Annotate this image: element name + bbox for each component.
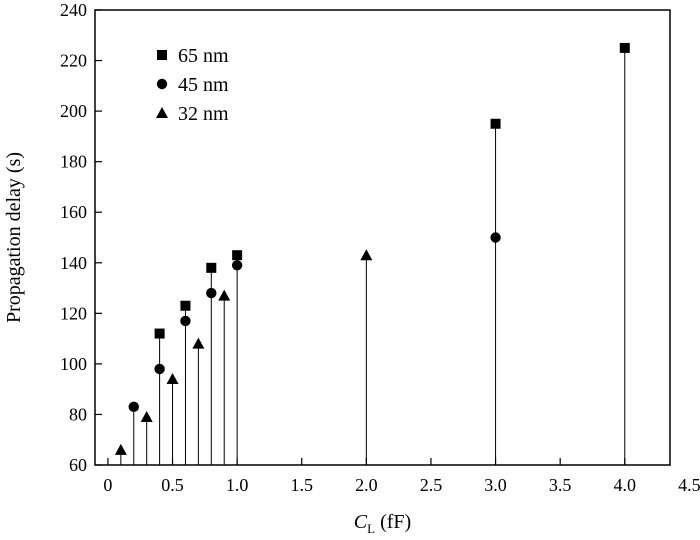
data-point-square xyxy=(154,328,165,339)
x-axis-title: CL (fF) xyxy=(354,511,411,536)
data-point-circle xyxy=(231,260,243,271)
data-point-circle xyxy=(154,363,165,375)
data-point-triangle xyxy=(218,289,231,301)
data-point-square xyxy=(619,42,630,53)
y-tick-label: 240 xyxy=(60,0,87,20)
data-point-triangle xyxy=(114,443,127,455)
y-tick-label: 60 xyxy=(69,455,87,475)
y-tick-label: 140 xyxy=(60,253,87,273)
legend-marker-circle xyxy=(156,78,168,90)
x-axis-title-unit: (fF) xyxy=(375,511,411,533)
stems xyxy=(120,47,626,465)
x-axis-title-symbol: C xyxy=(354,511,368,533)
markers xyxy=(114,42,630,455)
data-point-square xyxy=(206,262,217,273)
x-tick-label: 4.5 xyxy=(678,475,700,495)
x-tick-label: 3.0 xyxy=(484,475,507,495)
y-tick-label: 220 xyxy=(60,51,87,71)
data-point-square xyxy=(180,300,191,311)
y-tick-label: 200 xyxy=(60,101,87,121)
legend-label: 45 nm xyxy=(178,74,229,96)
data-point-square xyxy=(490,118,501,129)
axes: 60 80 100 120 140 160 180 200 220 240 0 0.5 1.0 1.5 2.… xyxy=(60,0,700,495)
legend-marker-triangle xyxy=(156,107,168,118)
x-tick-label: 2.0 xyxy=(355,475,378,495)
data-point-circle xyxy=(206,287,217,299)
x-tick-label: 1.0 xyxy=(226,475,249,495)
legend-marker-square xyxy=(157,50,167,60)
x-tick-label: 4.0 xyxy=(614,475,637,495)
data-point-circle xyxy=(128,401,139,413)
x-axis-title-subscript: L xyxy=(367,521,375,536)
data-point-triangle xyxy=(166,373,179,385)
y-axis-title: Propagation delay (s) xyxy=(3,152,25,323)
data-point-square xyxy=(232,250,243,261)
data-point-circle xyxy=(180,315,191,327)
x-tick-label: 0 xyxy=(103,475,112,495)
data-point-triangle xyxy=(192,337,205,349)
legend-label: 65 nm xyxy=(178,45,229,67)
x-tick-label: 3.5 xyxy=(549,475,572,495)
legend-label: 32 nm xyxy=(178,103,229,125)
y-tick-label: 120 xyxy=(60,303,87,323)
y-tick-label: 180 xyxy=(60,152,87,172)
x-tick-label: 2.5 xyxy=(420,475,443,495)
y-tick-label: 160 xyxy=(60,202,87,222)
x-tick-label: 1.5 xyxy=(290,475,313,495)
x-tick-label: 0.5 xyxy=(161,475,184,495)
y-tick-label: 100 xyxy=(60,354,87,374)
legend: 65 nm 45 nm 32 nm xyxy=(156,45,229,125)
y-tick-label: 80 xyxy=(69,404,87,424)
data-point-triangle xyxy=(140,410,153,422)
data-point-circle xyxy=(490,232,501,243)
data-point-triangle xyxy=(360,249,373,261)
plot-frame xyxy=(94,9,671,466)
